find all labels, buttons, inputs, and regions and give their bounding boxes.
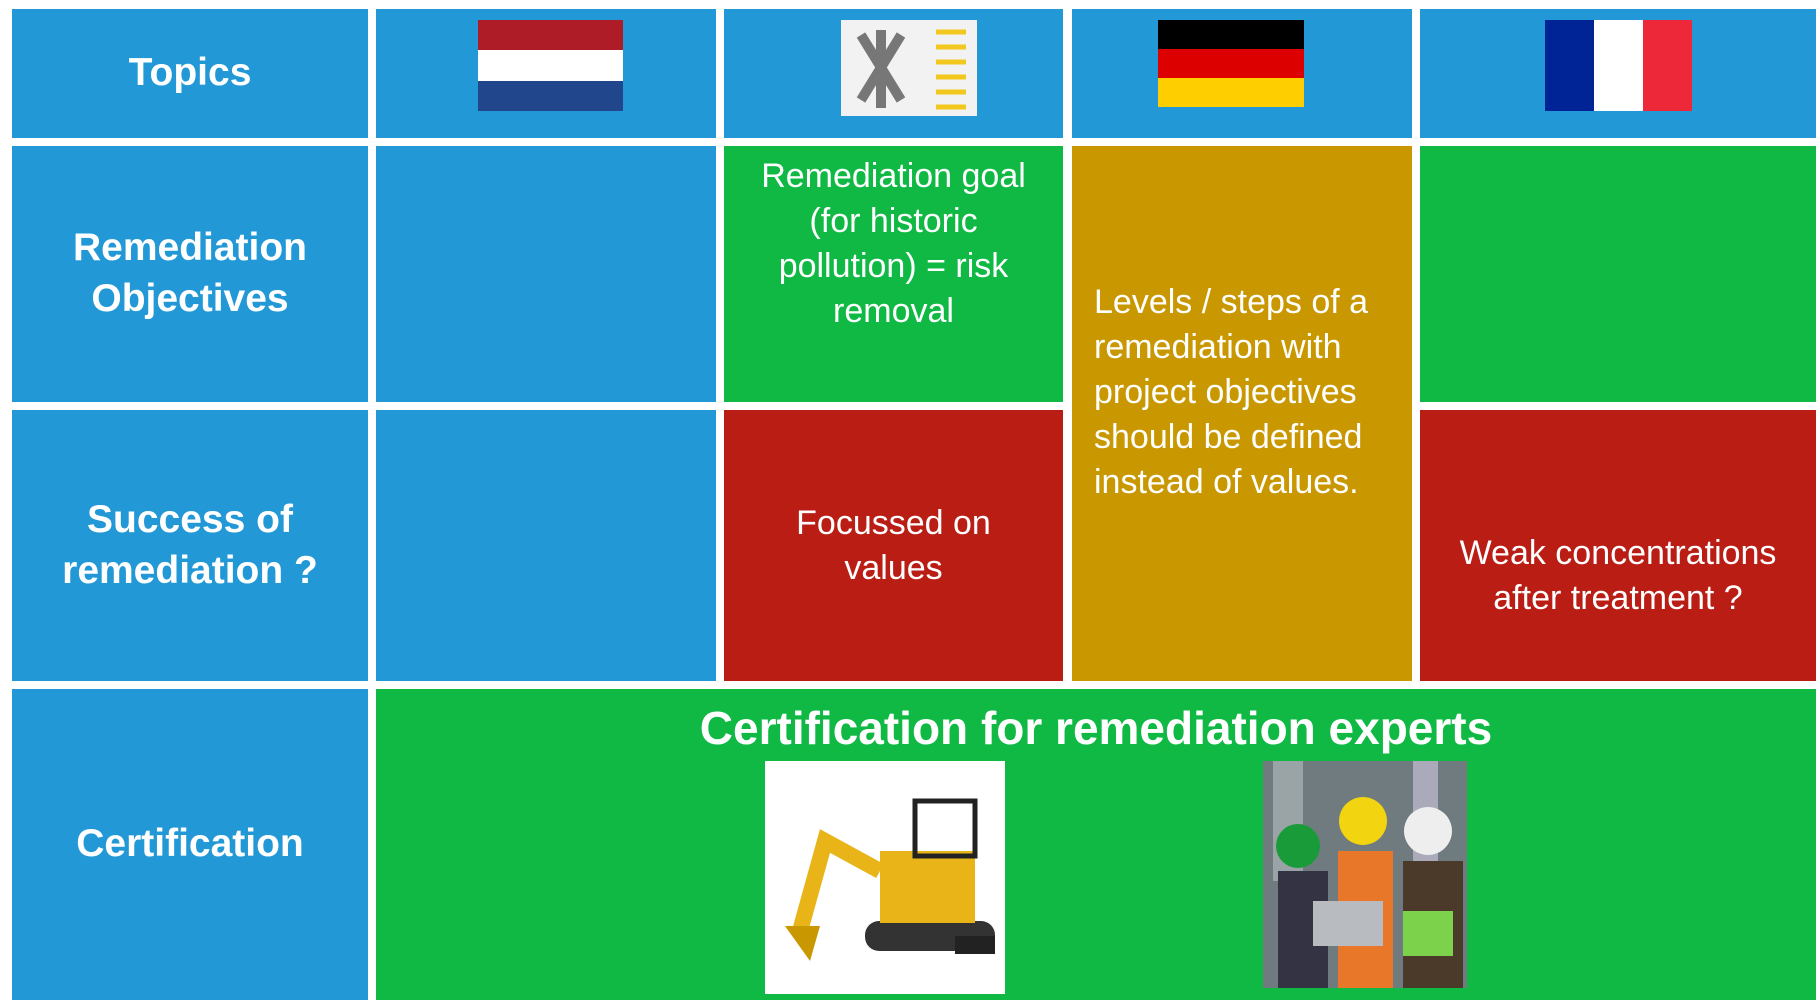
cell-text: Remediation goal (for historic pollution… — [724, 146, 1063, 402]
flag-netherlands — [478, 20, 623, 111]
flag-germany — [1158, 20, 1304, 107]
header-topics: Topics — [12, 9, 368, 138]
cell-text: Levels / steps of a remediation with pro… — [1072, 146, 1412, 681]
flag-flanders — [841, 20, 977, 116]
flag-france — [1545, 20, 1692, 111]
cell — [376, 410, 716, 681]
row-label: Remediation Objectives — [12, 146, 368, 402]
cell-text: Weak concentrations after treatment ? — [1420, 410, 1816, 681]
row-label: Success of remediation ? — [12, 410, 368, 681]
excavator-photo — [765, 761, 1005, 994]
workers-photo — [1263, 761, 1467, 988]
certification-text: Certification for remediation experts — [699, 702, 1493, 754]
row-label: Certification — [12, 689, 368, 1000]
cell — [1420, 146, 1816, 402]
cell-text: Focussed on values — [724, 410, 1063, 681]
cell — [376, 146, 716, 402]
certification-title: Certification for remediation experts — [376, 689, 1816, 1000]
